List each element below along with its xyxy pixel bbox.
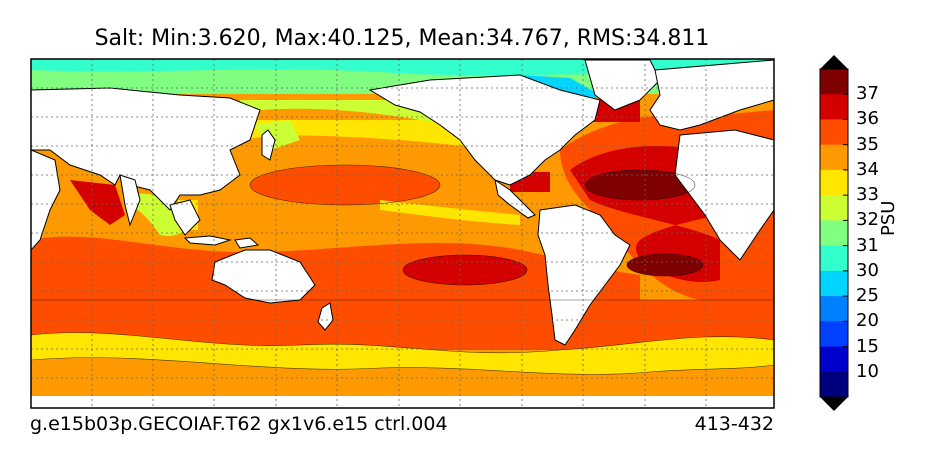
land <box>31 59 774 408</box>
south-america <box>537 204 631 346</box>
colorbar-segment <box>820 346 848 373</box>
case-name: g.e15b03p.GECOIAF.T62 gx1v6.e15 ctrl.004 <box>30 413 448 435</box>
north-america <box>368 74 601 186</box>
map-title: Salt: Min:3.620, Max:40.125, Mean:34.767… <box>94 26 710 51</box>
colorbar-segment <box>820 169 848 196</box>
colorbar-frame <box>819 68 849 398</box>
colorbar-segment <box>820 245 848 272</box>
new-zealand <box>317 302 334 331</box>
colorbar-tick-label: 34 <box>856 158 879 180</box>
asia <box>31 87 261 211</box>
colorbar-tick-label: 10 <box>856 360 879 382</box>
japan <box>261 129 276 161</box>
colorbar-segment <box>820 371 848 398</box>
new-guinea <box>234 237 260 249</box>
colorbar-segment <box>820 270 848 297</box>
colorbar-tick-label: 37 <box>856 83 879 105</box>
north-atlantic-37 <box>585 170 695 200</box>
southeast-asia <box>169 199 201 236</box>
central-america <box>494 178 536 219</box>
colorbar-extend-max <box>820 55 848 69</box>
arabian-sea-36 <box>70 180 125 225</box>
colorbar-tick-label: 25 <box>856 285 879 307</box>
indonesia <box>183 235 232 246</box>
south-atlantic-37 <box>627 254 703 276</box>
contour-lines <box>31 164 774 375</box>
colorbar-segment <box>820 321 848 348</box>
india <box>119 174 141 227</box>
colorbar-tick-label: 30 <box>856 259 879 281</box>
colorbar-tick-label: 32 <box>856 209 879 231</box>
colorbar-label: PSU <box>878 200 899 236</box>
southern-ocean-34 <box>31 357 774 408</box>
colorbar-segment <box>820 220 848 247</box>
europe <box>649 59 774 131</box>
africa-east <box>674 129 774 261</box>
eastern-pacific-33 <box>380 200 520 225</box>
greenland <box>584 59 661 111</box>
colorbar-tick-label: 36 <box>856 108 879 130</box>
colorbar-segment <box>820 69 848 95</box>
colorbar-tick-label: 35 <box>856 133 879 155</box>
colorbar-segment <box>820 144 848 171</box>
colorbar-segment <box>820 296 848 322</box>
colorbar-segment <box>820 195 848 221</box>
antarctica <box>31 396 774 408</box>
salinity-field <box>31 59 774 408</box>
colorbar-segment <box>820 94 848 120</box>
colorbar-segment <box>820 119 848 146</box>
map-frame <box>30 58 775 409</box>
colorbar-extend-min <box>820 397 848 411</box>
colorbar <box>819 55 849 411</box>
graticule <box>31 59 774 408</box>
colorbar-tick-label: 15 <box>856 335 879 357</box>
colorbar-tick-label: 31 <box>856 234 879 256</box>
years-range: 413-432 <box>694 413 774 435</box>
colorbar-tick-label: 33 <box>856 184 879 206</box>
colorbar-tick-label: 20 <box>856 310 879 332</box>
south-pacific-36 <box>403 255 527 285</box>
